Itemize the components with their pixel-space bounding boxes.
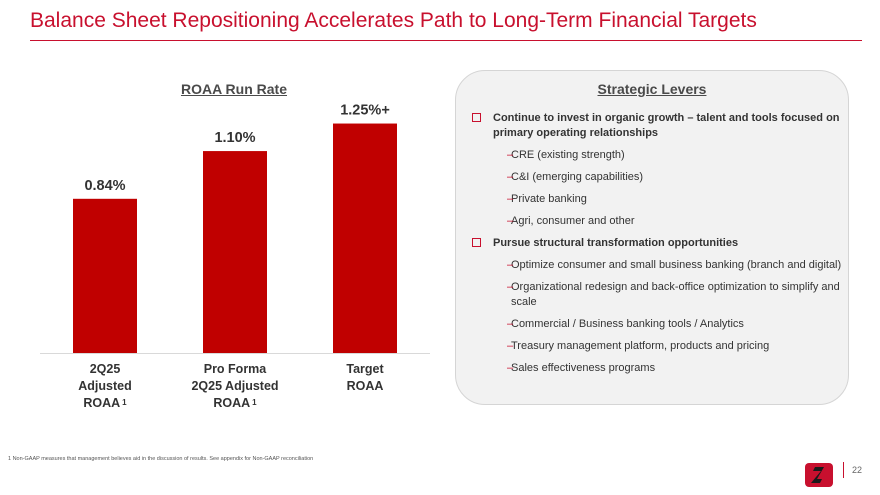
category-label-1: 2Q25 Adjusted ROAA 1 [45,361,165,412]
dash-bullet-icon: – [507,318,514,330]
lever-heading-text: Continue to invest in organic growth – t… [493,112,840,139]
category-label-line: ROAA [346,379,384,393]
category-label-line: ROAA 1 [213,396,257,410]
title-divider [30,40,862,41]
lever-heading-2: Pursue structural transformation opportu… [472,236,842,251]
dash-bullet-icon: – [507,171,514,183]
dash-bullet-icon: – [507,340,514,352]
bar-2 [203,151,267,353]
data-label-2: 1.10% [214,130,255,146]
lever-item-text: C&I (emerging capabilities) [511,171,644,183]
lever-item: – CRE (existing strength) [472,148,842,163]
dash-bullet-icon: – [507,259,514,271]
category-label-line: ROAA 1 [83,396,127,410]
lever-heading-text: Pursue structural transformation opportu… [493,237,739,249]
page-number-divider [843,462,844,478]
checkbox-bullet-icon [472,238,481,247]
data-label-3: 1.25%+ [340,103,390,119]
dash-bullet-icon: – [507,193,514,205]
footnote-marker: 1 [122,398,127,407]
dash-bullet-icon: – [507,149,514,161]
category-label-line: Pro Forma [203,362,267,376]
lever-item: – Organizational redesign and back-office… [472,280,842,310]
lever-item: – Sales effectiveness programs [472,361,842,376]
dash-bullet-icon: – [507,362,514,374]
lever-item: – Commercial / Business banking tools / A… [472,317,842,332]
lever-item: – C&I (emerging capabilities) [472,170,842,185]
chart-title: ROAA Run Rate [180,81,288,97]
lever-item-text: Agri, consumer and other [511,215,635,227]
lever-item-text: Commercial / Business banking tools / An… [511,318,744,330]
lever-item: – Treasury management platform, products … [472,339,842,354]
dash-bullet-icon: – [507,215,514,227]
page-title: Balance Sheet Repositioning Accelerates … [30,9,757,32]
strategic-levers-title: Strategic Levers [597,81,707,97]
lever-item-text: CRE (existing strength) [511,149,625,161]
lever-item-text: Organizational redesign and back-office … [511,281,840,308]
footnote: 1 Non-GAAP measures that management beli… [8,456,314,462]
category-label-3: Target ROAA [305,361,425,395]
category-label-line: Adjusted [78,379,132,393]
category-label-line: 2Q25 [89,362,121,376]
checkbox-bullet-icon [472,113,481,122]
lever-item: – Optimize consumer and small business ba… [472,258,842,273]
category-label-2: Pro Forma 2Q25 Adjusted ROAA 1 [175,361,295,412]
bar-1 [73,198,137,353]
lever-item: – Agri, consumer and other [472,214,842,229]
strategic-levers-panel [455,70,849,405]
strategic-levers-list: Continue to invest in organic growth – t… [472,111,842,383]
bar-3 [333,123,397,354]
lever-item-text: Treasury management platform, products a… [511,340,770,352]
lever-heading-1: Continue to invest in organic growth – t… [472,111,842,141]
dash-bullet-icon: – [507,281,514,293]
category-label-line: Target [346,362,384,376]
company-logo-icon [805,463,833,487]
lever-item-text: Sales effectiveness programs [511,362,656,374]
data-label-1: 0.84% [84,178,125,194]
category-label-line: 2Q25 Adjusted [191,379,279,393]
lever-item-text: Private banking [511,193,587,205]
lever-item-text: Optimize consumer and small business ban… [511,259,842,271]
lever-item: – Private banking [472,192,842,207]
footnote-marker: 1 [252,398,257,407]
page-number: 22 [852,465,863,475]
